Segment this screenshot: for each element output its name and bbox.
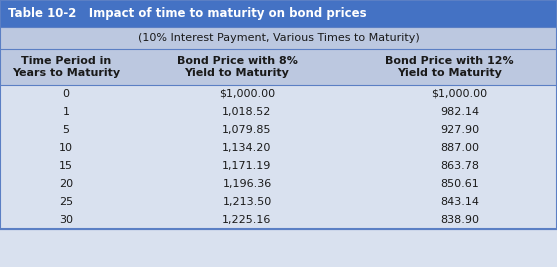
Text: $1,000.00: $1,000.00 xyxy=(432,89,487,99)
Text: 1,079.85: 1,079.85 xyxy=(222,125,272,135)
Text: 5: 5 xyxy=(62,125,70,135)
Bar xyxy=(0,49,557,85)
Text: 20: 20 xyxy=(59,179,73,189)
Bar xyxy=(0,211,557,229)
Bar xyxy=(0,121,557,139)
Bar xyxy=(0,193,557,211)
Text: 1,171.19: 1,171.19 xyxy=(222,161,272,171)
Text: 843.14: 843.14 xyxy=(440,197,479,207)
Bar xyxy=(0,27,557,49)
Text: Bond Price with 8%
Yield to Maturity: Bond Price with 8% Yield to Maturity xyxy=(177,56,297,78)
Bar xyxy=(0,0,557,27)
Bar xyxy=(0,175,557,193)
Text: 0: 0 xyxy=(62,89,70,99)
Text: 1,213.50: 1,213.50 xyxy=(222,197,272,207)
Text: 927.90: 927.90 xyxy=(440,125,479,135)
Text: 1,225.16: 1,225.16 xyxy=(222,215,272,225)
Text: $1,000.00: $1,000.00 xyxy=(219,89,275,99)
Text: Table 10-2   Impact of time to maturity on bond prices: Table 10-2 Impact of time to maturity on… xyxy=(8,7,367,20)
Text: 1: 1 xyxy=(62,107,70,117)
Text: 1,134.20: 1,134.20 xyxy=(222,143,272,153)
Text: 1,196.36: 1,196.36 xyxy=(222,179,272,189)
Text: 887.00: 887.00 xyxy=(440,143,479,153)
Text: 838.90: 838.90 xyxy=(440,215,479,225)
Bar xyxy=(0,157,557,175)
Text: 863.78: 863.78 xyxy=(440,161,479,171)
Text: (10% Interest Payment, Various Times to Maturity): (10% Interest Payment, Various Times to … xyxy=(138,33,419,43)
Text: 15: 15 xyxy=(59,161,73,171)
Text: 30: 30 xyxy=(59,215,73,225)
Text: 1,018.52: 1,018.52 xyxy=(222,107,272,117)
Bar xyxy=(0,0,557,229)
Text: Bond Price with 12%
Yield to Maturity: Bond Price with 12% Yield to Maturity xyxy=(385,56,514,78)
Text: 10: 10 xyxy=(59,143,73,153)
Bar xyxy=(0,85,557,103)
Text: 25: 25 xyxy=(59,197,73,207)
Text: Time Period in
Years to Maturity: Time Period in Years to Maturity xyxy=(12,56,120,78)
Bar xyxy=(0,139,557,157)
Text: 850.61: 850.61 xyxy=(440,179,479,189)
Text: 982.14: 982.14 xyxy=(440,107,479,117)
Bar xyxy=(0,103,557,121)
